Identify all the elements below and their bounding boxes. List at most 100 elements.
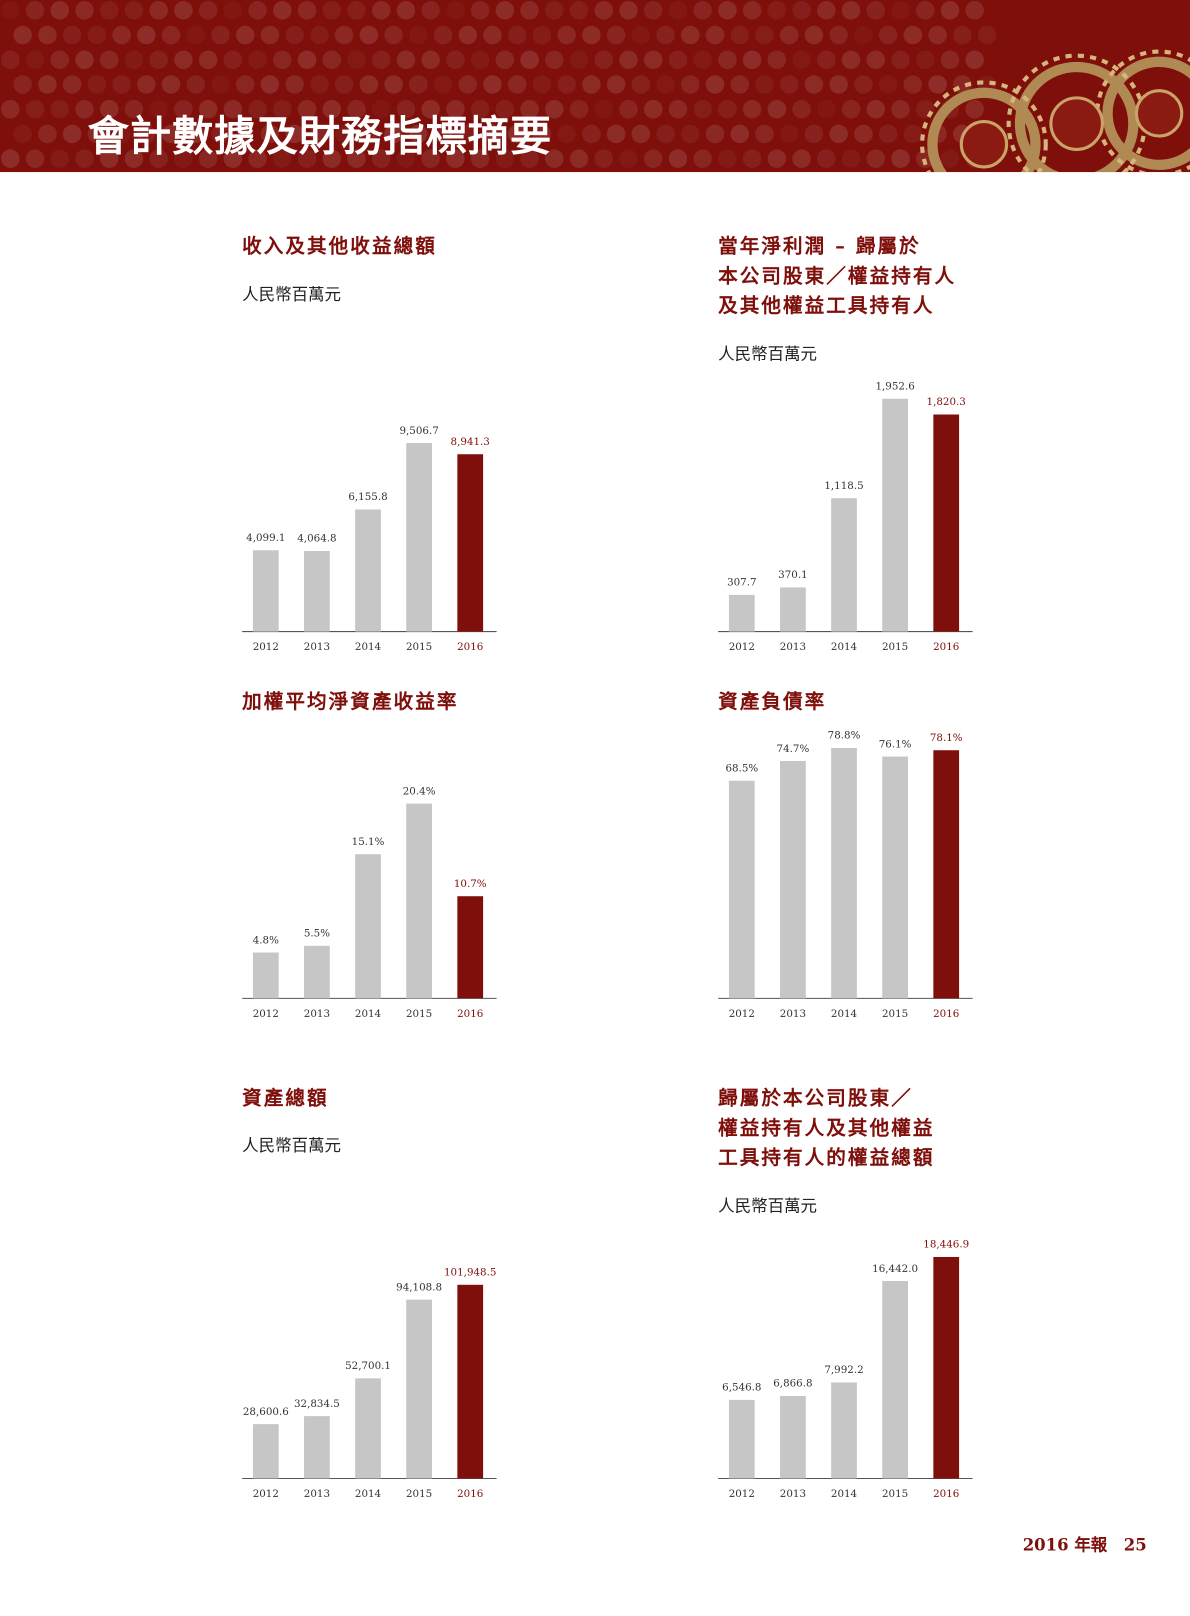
- bar-2016: [933, 1256, 960, 1479]
- header-dot: [25, 99, 45, 119]
- header-dot: [396, 99, 416, 119]
- bar-2015: [406, 443, 433, 632]
- header-dot: [779, 25, 799, 45]
- header-dot: [124, 1, 144, 20]
- header-dot: [235, 25, 255, 45]
- header-dot: [25, 149, 45, 168]
- header-dot: [13, 124, 32, 144]
- header-dot: [656, 25, 675, 45]
- header-dot: [619, 50, 638, 70]
- chart-revenue: 4,099.1 2012 4,064.8 2013 6,155.8 2014 9,506.7…: [242, 425, 497, 653]
- x-tick-label: 2012: [729, 641, 755, 653]
- header-dot: [112, 75, 131, 94]
- header-dot: [841, 99, 861, 119]
- header-dot: [396, 50, 416, 70]
- header-dot: [594, 50, 614, 70]
- header-dot: [557, 25, 576, 45]
- header-dot: [137, 25, 156, 45]
- header-dot: [606, 124, 626, 144]
- bar-2013: [780, 1396, 806, 1479]
- header-dot: [112, 25, 131, 45]
- header-dot: [371, 1, 391, 20]
- header-dot: [322, 50, 342, 70]
- x-tick-label: 2013: [780, 1008, 806, 1020]
- header-dot: [409, 75, 428, 94]
- header-dot: [569, 99, 589, 119]
- header-dot: [545, 149, 564, 168]
- header-dot: [532, 25, 552, 45]
- bar-2012: [728, 594, 755, 632]
- header-dot: [965, 1, 984, 20]
- header-dot: [928, 75, 947, 94]
- bar-2015: [882, 398, 909, 632]
- header-dot: [891, 50, 910, 70]
- x-tick-label: 2014: [355, 641, 382, 653]
- header-dot: [606, 75, 626, 94]
- header-dot: [149, 50, 168, 70]
- header-dot: [310, 124, 329, 144]
- header-dot: [669, 1, 688, 20]
- header-dot: [421, 149, 440, 168]
- header-dot: [730, 124, 750, 144]
- header-dot: [359, 75, 379, 94]
- header-dot: [99, 149, 119, 168]
- header-dot: [681, 25, 700, 45]
- header-dot: [619, 1, 638, 20]
- bar-2015: [882, 756, 909, 999]
- data-label: 4,099.1: [246, 532, 285, 544]
- header-dot: [742, 149, 762, 168]
- header-dot: [829, 75, 848, 94]
- data-label: 28,600.6: [243, 1406, 289, 1418]
- header-dot: [693, 1, 712, 20]
- x-tick-label: 2016: [933, 1488, 959, 1500]
- header-dot: [223, 50, 243, 70]
- header-dot: [223, 149, 243, 168]
- header-dot: [507, 25, 527, 45]
- header-dot: [940, 149, 960, 168]
- header-dot: [359, 25, 379, 45]
- header-dot: [248, 50, 267, 70]
- header-dot: [13, 25, 32, 45]
- header-dot: [705, 124, 725, 144]
- header-dot: [260, 25, 280, 45]
- header-dot: [953, 25, 972, 45]
- header-dot: [273, 50, 292, 70]
- chart-total-assets: 28,600.6 2012 32,834.5 2013 52,700.1 2014 94,1…: [242, 1267, 497, 1500]
- x-tick-label: 2012: [729, 1488, 755, 1500]
- header-dot: [273, 149, 292, 168]
- header-dot: [804, 124, 824, 144]
- x-tick-label: 2016: [457, 1488, 483, 1500]
- header-dot: [50, 99, 70, 119]
- x-tick-label: 2016: [457, 1008, 483, 1020]
- header-dot: [421, 1, 440, 20]
- x-tick-label: 2014: [831, 1488, 858, 1500]
- header-dot: [334, 75, 354, 94]
- header-dot: [248, 99, 267, 119]
- x-tick-label: 2012: [729, 1008, 755, 1020]
- header-dot: [186, 26, 205, 45]
- data-label: 74.7%: [777, 743, 810, 755]
- header-dot: [235, 75, 255, 94]
- header-dot: [631, 75, 651, 94]
- header-dot: [643, 99, 663, 119]
- bar-2016: [457, 454, 484, 632]
- header-dot: [977, 25, 997, 45]
- header-dot: [495, 50, 515, 70]
- header-dot: [841, 50, 861, 70]
- header-dot: [520, 50, 539, 70]
- header-dot: [940, 1, 960, 20]
- chart-total-equity: 6,546.8 2012 6,866.8 2013 7,992.2 2014 16,442.…: [718, 1239, 973, 1500]
- header-dot: [322, 99, 342, 119]
- bar-2013: [304, 945, 330, 999]
- x-tick-label: 2014: [355, 1488, 382, 1500]
- header-dot: [965, 50, 984, 70]
- bar-2015: [406, 803, 433, 999]
- x-tick-label: 2013: [304, 1008, 330, 1020]
- data-label: 7,992.2: [824, 1364, 863, 1376]
- header-dot: [248, 1, 267, 20]
- x-tick-label: 2016: [457, 641, 483, 653]
- data-label: 18,446.9: [923, 1239, 969, 1251]
- header-dot: [915, 50, 935, 70]
- header-dot: [87, 75, 107, 94]
- header-dot: [668, 149, 688, 168]
